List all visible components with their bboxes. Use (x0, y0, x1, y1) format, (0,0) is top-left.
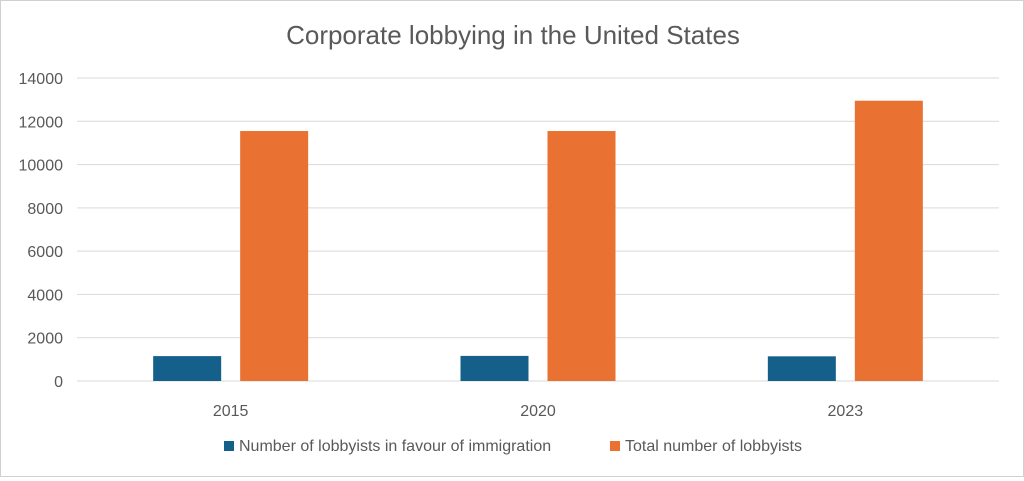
y-tick-label: 0 (54, 374, 63, 391)
y-tick-label: 8000 (27, 201, 63, 218)
y-tick-label: 2000 (27, 331, 63, 348)
bar-total-lobbyists-2023 (854, 100, 923, 381)
y-tick-label: 14000 (19, 71, 64, 88)
legend-label: Total number of lobbyists (625, 438, 802, 455)
x-tick-label: 2023 (828, 403, 864, 420)
legend-swatch (224, 441, 234, 451)
x-tick-label: 2015 (213, 403, 249, 420)
bar-immigration-lobbyists-2020 (460, 355, 529, 381)
y-tick-label: 12000 (19, 114, 64, 131)
bar-immigration-lobbyists-2015 (153, 356, 222, 381)
y-tick-label: 4000 (27, 287, 63, 304)
bar-total-lobbyists-2015 (240, 131, 309, 381)
x-tick-label: 2020 (520, 403, 556, 420)
legend-swatch (610, 441, 620, 451)
chart-title: Corporate lobbying in the United States (286, 20, 740, 50)
bar-total-lobbyists-2020 (547, 131, 616, 381)
bar-immigration-lobbyists-2023 (767, 356, 836, 381)
legend-label: Number of lobbyists in favour of immigra… (239, 438, 551, 455)
y-tick-label: 6000 (27, 244, 63, 261)
y-tick-label: 10000 (19, 158, 64, 175)
